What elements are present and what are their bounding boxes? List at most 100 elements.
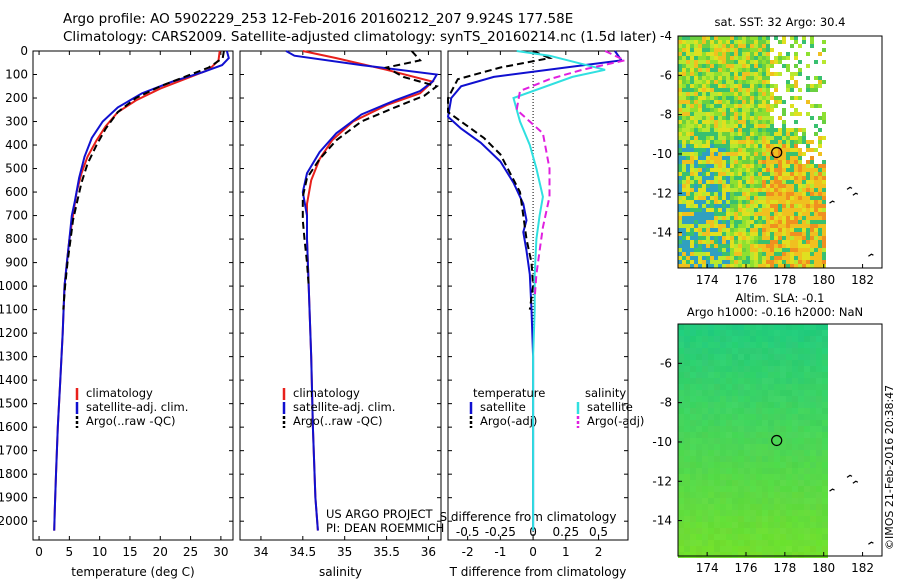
sst-cell <box>762 184 766 188</box>
sla-cell <box>750 540 756 546</box>
sst-cell <box>810 220 814 224</box>
sla-cell <box>810 534 816 540</box>
sst-cell <box>798 248 802 252</box>
sst-cell <box>718 264 722 268</box>
sst-cell <box>678 44 682 48</box>
sst-cell <box>730 100 734 104</box>
sst-cell <box>766 256 770 260</box>
sst-cell <box>686 152 690 156</box>
sst-cell <box>730 96 734 100</box>
sst-cell <box>798 68 802 72</box>
sst-cell <box>738 56 742 60</box>
sla-cell <box>678 546 684 552</box>
sla-cell <box>738 396 744 402</box>
sla-cell <box>690 336 696 342</box>
sst-cell <box>742 212 746 216</box>
sst-cell <box>778 148 782 152</box>
sst-cell <box>790 88 794 92</box>
sla-cell <box>822 348 828 354</box>
sst-cell <box>770 216 774 220</box>
x-tick-label: 10 <box>92 545 107 559</box>
sla-cell <box>720 324 726 330</box>
sst-cell <box>782 160 786 164</box>
sst-cell <box>730 108 734 112</box>
sst-cell <box>822 60 826 64</box>
sla-cell <box>726 522 732 528</box>
sla-cell <box>702 516 708 522</box>
sla-cell <box>696 342 702 348</box>
sst-cell <box>714 96 718 100</box>
sla-cell <box>762 408 768 414</box>
sst-cell <box>686 188 690 192</box>
sst-cell <box>718 152 722 156</box>
sst-cell <box>806 168 810 172</box>
sst-cell <box>726 108 730 112</box>
sst-cell <box>714 84 718 88</box>
sst-cell <box>694 136 698 140</box>
sla-cell <box>774 384 780 390</box>
sst-cell <box>738 172 742 176</box>
sst-cell <box>694 96 698 100</box>
sst-cell <box>754 140 758 144</box>
sst-cell <box>698 220 702 224</box>
sst-cell <box>774 144 778 148</box>
sla-cell <box>708 402 714 408</box>
sla-cell <box>720 462 726 468</box>
sla-cell <box>774 408 780 414</box>
map-y-tick-label: -10 <box>652 435 672 449</box>
sst-cell <box>706 228 710 232</box>
sla-cell <box>798 432 804 438</box>
sst-cell <box>714 196 718 200</box>
sst-cell <box>754 92 758 96</box>
sst-cell <box>758 64 762 68</box>
legend-title: salinity <box>585 386 626 400</box>
sla-cell <box>744 516 750 522</box>
sst-cell <box>818 104 822 108</box>
sst-cell <box>702 192 706 196</box>
sst-cell <box>806 172 810 176</box>
sst-cell <box>730 176 734 180</box>
sst-cell <box>702 204 706 208</box>
sla-cell <box>756 462 762 468</box>
map-frame <box>677 323 883 557</box>
sst-cell <box>746 164 750 168</box>
sla-cell <box>738 432 744 438</box>
sst-cell <box>742 96 746 100</box>
y-tick-label: 1200 <box>0 326 28 340</box>
sst-cell <box>750 172 754 176</box>
x-tick-label: -2 <box>462 545 474 559</box>
sla-cell <box>756 468 762 474</box>
sst-cell <box>690 204 694 208</box>
sst-cell <box>690 232 694 236</box>
sst-cell <box>694 196 698 200</box>
sst-cell <box>710 236 714 240</box>
sst-cell <box>762 248 766 252</box>
sst-cell <box>722 56 726 60</box>
sla-cell <box>690 438 696 444</box>
sst-cell <box>734 220 738 224</box>
sla-cell <box>720 504 726 510</box>
sla-cell <box>816 420 822 426</box>
sst-cell <box>750 188 754 192</box>
sst-cell <box>690 116 694 120</box>
sst-cell <box>810 176 814 180</box>
sst-cell <box>818 172 822 176</box>
sst-cell <box>774 88 778 92</box>
sst-cell <box>742 220 746 224</box>
sst-cell <box>706 252 710 256</box>
sst-cell <box>814 172 818 176</box>
sla-cell <box>768 354 774 360</box>
sst-cell <box>698 248 702 252</box>
sst-cell <box>798 72 802 76</box>
sst-cell <box>694 176 698 180</box>
sst-cell <box>770 228 774 232</box>
x-axis-label: salinity <box>319 565 362 579</box>
sst-cell <box>790 228 794 232</box>
sla-cell <box>816 426 822 432</box>
sla-cell <box>762 402 768 408</box>
sst-cell <box>742 40 746 44</box>
sla-cell <box>798 444 804 450</box>
sst-cell <box>686 116 690 120</box>
sla-cell <box>696 462 702 468</box>
sla-cell <box>804 540 810 546</box>
